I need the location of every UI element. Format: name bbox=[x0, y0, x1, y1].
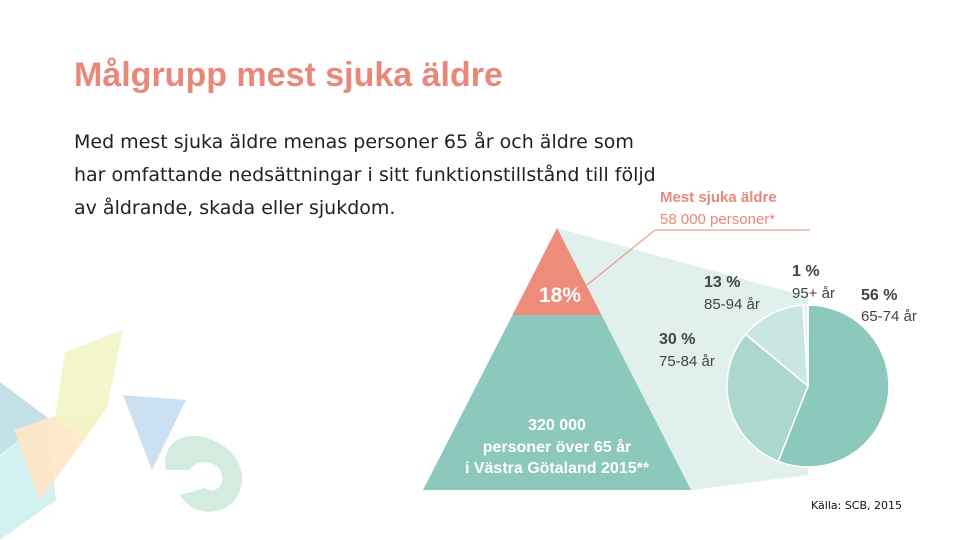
page-title: Målgrupp mest sjuka äldre bbox=[74, 56, 503, 94]
pie-slice-65-74 bbox=[777, 304, 890, 468]
pie-slice-85-94 bbox=[744, 304, 809, 388]
pie-label-percent-65-74: 56 % bbox=[861, 287, 897, 304]
pie-chart bbox=[726, 304, 890, 468]
pie-label-age-65-74: 65-74 år bbox=[861, 308, 917, 325]
callout-count: 58 000 personer* bbox=[660, 211, 775, 228]
deco-shape-green bbox=[165, 435, 243, 512]
pie-label-percent-95plus: 1 % bbox=[792, 263, 820, 280]
deco-shape-blue bbox=[0, 382, 48, 455]
callout-leader-line bbox=[586, 229, 656, 286]
deco-shape-lightblue bbox=[123, 395, 186, 470]
pyramid-top-segment bbox=[512, 228, 602, 315]
pie-label-age-85-94: 85-94 år bbox=[704, 296, 760, 313]
pyramid-base-label-line-1: 320 000 bbox=[528, 417, 586, 434]
pie-label-age-95plus: 95+ år bbox=[792, 285, 835, 302]
pie-label-age-75-84: 75-84 år bbox=[659, 353, 715, 370]
intro-text: Med mest sjuka äldre menas personer 65 å… bbox=[74, 131, 656, 219]
pyramid-base-segment bbox=[423, 315, 691, 490]
pie-slice-95 bbox=[802, 304, 809, 387]
callout-title: Mest sjuka äldre bbox=[660, 189, 777, 206]
pyramid-base-label-line-2: personer över 65 år bbox=[483, 438, 632, 456]
pie-slice-75-84 bbox=[726, 333, 809, 463]
pyramid-base-label-line-3: i Västra Götaland 2015** bbox=[465, 460, 650, 477]
pyramid-top-label: 18% bbox=[539, 284, 581, 307]
deco-shape-yellow bbox=[55, 330, 123, 440]
pie-label-percent-75-84: 30 % bbox=[659, 331, 695, 348]
source-note: Källa: SCB, 2015 bbox=[811, 499, 903, 512]
pie-label-percent-85-94: 13 % bbox=[704, 274, 740, 291]
